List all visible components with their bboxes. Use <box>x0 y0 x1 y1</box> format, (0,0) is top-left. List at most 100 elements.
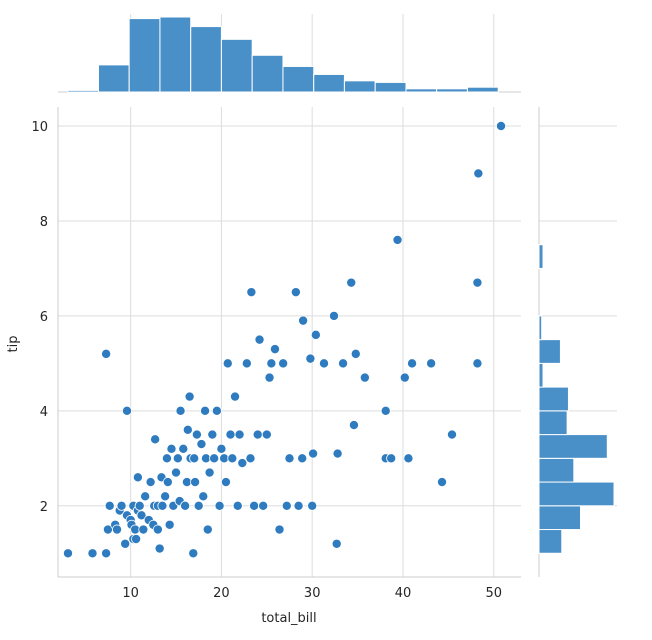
scatter-point <box>166 443 177 454</box>
scatter-point <box>140 491 151 502</box>
scatter-point <box>348 420 359 431</box>
histogram-bar-x <box>313 73 345 93</box>
histogram-bar-y <box>538 529 563 554</box>
scatter-point <box>121 405 132 416</box>
scatter-point <box>225 429 236 440</box>
marginal-histogram-y <box>538 244 615 554</box>
x-tick-label: 40 <box>395 586 412 601</box>
scatter-point <box>472 277 483 288</box>
scatter-point <box>175 405 186 416</box>
histogram-bar-x <box>220 38 253 93</box>
histogram-bar-x <box>405 88 438 93</box>
scatter-point <box>258 500 269 511</box>
x-tick-label: 30 <box>304 586 321 601</box>
scatter-point <box>171 467 182 478</box>
scatter-point <box>196 439 207 450</box>
scatter-point <box>62 548 73 559</box>
y-tick-label: 6 <box>40 310 48 325</box>
scatter-point <box>350 348 361 359</box>
scatter-point <box>264 372 275 383</box>
y-axis-label: tip <box>6 336 21 353</box>
x-tick-label: 50 <box>485 586 502 601</box>
histogram-bar-y <box>538 386 569 412</box>
scatter-point <box>138 524 149 535</box>
scatter-point <box>202 524 213 535</box>
histogram-bar-y <box>538 505 582 531</box>
scatter-point <box>386 453 397 464</box>
histogram-bar-x <box>251 54 284 93</box>
scatter-point <box>220 477 231 488</box>
histogram-bar-x <box>67 89 99 93</box>
scatter-point <box>145 477 156 488</box>
scatter-point <box>307 500 318 511</box>
scatter-point <box>184 391 195 402</box>
scatter-point <box>293 500 304 511</box>
scatter-point <box>188 548 199 559</box>
scatter-point <box>162 477 173 488</box>
scatter-point <box>318 358 329 369</box>
y-tick-label: 8 <box>40 215 48 230</box>
scatter-point <box>346 277 357 288</box>
y-tick-label: 4 <box>40 405 48 420</box>
scatter-point <box>261 429 272 440</box>
scatter-point <box>230 391 241 402</box>
scatter-point <box>252 429 263 440</box>
scatter-point <box>407 358 418 369</box>
scatter-point <box>331 538 342 549</box>
histogram-bar-x <box>374 81 407 93</box>
histogram-bar-y <box>538 410 568 436</box>
histogram-bar-x <box>282 65 315 93</box>
histogram-bar-y <box>538 457 575 483</box>
scatter-point <box>473 168 484 179</box>
scatter-point <box>245 453 256 464</box>
scatter-point <box>87 548 98 559</box>
scatter-point <box>112 524 123 535</box>
scatter-point <box>284 453 295 464</box>
scatter-point <box>172 453 183 464</box>
scatter-points <box>62 120 507 559</box>
histogram-bar-y <box>538 315 543 341</box>
scatter-point <box>278 358 289 369</box>
scatter-point <box>222 358 233 369</box>
scatter-point <box>359 372 370 383</box>
x-tick-label: 10 <box>122 586 139 601</box>
scatter-point <box>328 310 339 321</box>
scatter-point <box>338 358 349 369</box>
scatter-point <box>234 429 245 440</box>
histogram-bar-y <box>538 339 561 364</box>
scatter-point <box>298 315 309 326</box>
y-tick-label: 10 <box>31 120 48 135</box>
scatter-point <box>310 329 321 340</box>
histogram-bar-x <box>128 18 161 93</box>
scatter-point <box>193 500 204 511</box>
scatter-point <box>290 287 301 298</box>
scatter-point <box>104 500 115 511</box>
x-axis-label: total_bill <box>261 611 316 626</box>
scatter-point <box>399 372 410 383</box>
scatter-point <box>178 443 189 454</box>
scatter-point <box>204 467 215 478</box>
scatter-point <box>241 358 252 369</box>
scatter-point <box>182 424 193 435</box>
scatter-point <box>266 358 277 369</box>
scatter-point <box>131 534 142 545</box>
scatter-point <box>232 500 243 511</box>
scatter-point <box>281 500 292 511</box>
histogram-bar-x <box>343 80 376 93</box>
scatter-point <box>308 448 319 459</box>
scatter-point <box>207 429 218 440</box>
histogram-bar-x <box>190 26 222 93</box>
scatter-point <box>246 287 257 298</box>
histogram-bar-x <box>159 16 192 93</box>
scatter-point <box>101 548 112 559</box>
scatter-point <box>237 458 248 469</box>
scatter-point <box>134 500 145 511</box>
scatter-point <box>154 543 165 554</box>
scatter-point <box>380 405 391 416</box>
scatter-point <box>152 524 163 535</box>
histogram-bar-y <box>538 481 615 507</box>
scatter-point <box>211 405 222 416</box>
scatter-point <box>447 429 458 440</box>
scatter-point <box>227 453 238 464</box>
histogram-bar-x <box>97 64 130 93</box>
